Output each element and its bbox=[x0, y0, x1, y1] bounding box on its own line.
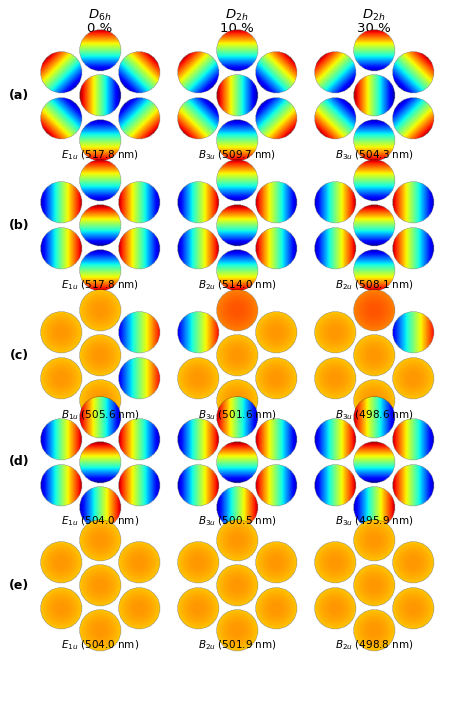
Text: 30 %: 30 % bbox=[357, 22, 391, 35]
Text: $B_{3u}$ (509.7 nm): $B_{3u}$ (509.7 nm) bbox=[198, 148, 276, 161]
Text: 0 %: 0 % bbox=[87, 22, 113, 35]
Text: (c): (c) bbox=[9, 348, 28, 361]
Text: $B_{2u}$ (514.0 nm): $B_{2u}$ (514.0 nm) bbox=[198, 278, 276, 292]
Text: $B_{3u}$ (495.9 nm): $B_{3u}$ (495.9 nm) bbox=[335, 514, 413, 528]
Text: (a): (a) bbox=[9, 88, 29, 101]
Text: $B_{3u}$ (501.6 nm): $B_{3u}$ (501.6 nm) bbox=[198, 408, 276, 421]
Text: 10 %: 10 % bbox=[220, 22, 254, 35]
Text: $B_{2u}$ (498.8 nm): $B_{2u}$ (498.8 nm) bbox=[335, 638, 413, 652]
Text: $B_{1u}$ (505.6 nm): $B_{1u}$ (505.6 nm) bbox=[61, 408, 139, 421]
Text: $B_{2u}$ (501.9 nm): $B_{2u}$ (501.9 nm) bbox=[198, 638, 276, 652]
Text: (d): (d) bbox=[9, 455, 29, 468]
Text: $E_{1u}$ (517.8 nm): $E_{1u}$ (517.8 nm) bbox=[61, 148, 139, 161]
Text: $B_{3u}$ (498.6 nm): $B_{3u}$ (498.6 nm) bbox=[335, 408, 413, 421]
Text: (b): (b) bbox=[9, 219, 29, 232]
Text: (e): (e) bbox=[9, 578, 29, 592]
Text: $B_{2u}$ (508.1 nm): $B_{2u}$ (508.1 nm) bbox=[335, 278, 413, 292]
Text: $D_{2h}$: $D_{2h}$ bbox=[225, 8, 249, 23]
Text: $B_{3u}$ (504.3 nm): $B_{3u}$ (504.3 nm) bbox=[335, 148, 413, 161]
Text: $D_{6h}$: $D_{6h}$ bbox=[88, 8, 112, 23]
Text: $E_{1u}$ (504.0 nm): $E_{1u}$ (504.0 nm) bbox=[61, 638, 139, 652]
Text: $B_{3u}$ (500.5 nm): $B_{3u}$ (500.5 nm) bbox=[198, 514, 276, 528]
Text: $E_{1u}$ (517.8 nm): $E_{1u}$ (517.8 nm) bbox=[61, 278, 139, 292]
Text: $E_{1u}$ (504.0 nm): $E_{1u}$ (504.0 nm) bbox=[61, 514, 139, 528]
Text: $D_{2h}$: $D_{2h}$ bbox=[362, 8, 386, 23]
